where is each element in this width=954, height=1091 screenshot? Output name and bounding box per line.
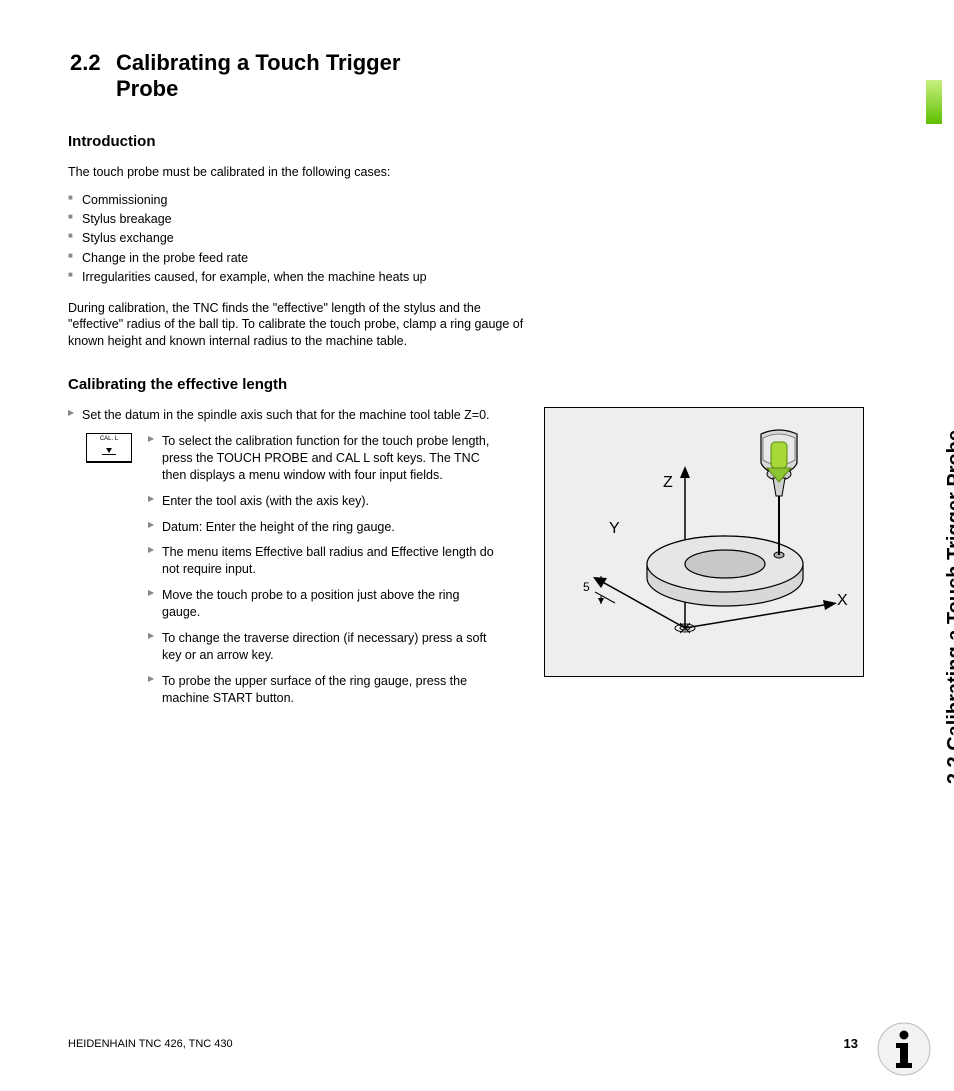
intro-bullet-list: Commissioning Stylus breakage Stylus exc… <box>68 191 864 288</box>
cal-l-softkey-icon: CAL. L <box>86 433 132 463</box>
footer-left: HEIDENHAIN TNC 426, TNC 430 <box>68 1038 233 1050</box>
lead-arrow-list: Set the datum in the spindle axis such t… <box>68 407 524 424</box>
calibration-figure: Z Y X 5 <box>544 407 864 677</box>
list-item: To change the traverse direction (if nec… <box>148 630 498 664</box>
procedure-column: Set the datum in the spindle axis such t… <box>68 407 524 715</box>
list-item: Move the touch probe to a position just … <box>148 587 498 621</box>
y-axis-label: Y <box>609 520 620 538</box>
section-number: 2.2 <box>70 50 116 76</box>
procedure-row: CAL. L To select the calibration functio… <box>68 433 524 715</box>
page-footer: HEIDENHAIN TNC 426, TNC 430 13 <box>68 1036 864 1051</box>
list-item: Commissioning <box>68 191 528 210</box>
intro-heading: Introduction <box>68 133 864 150</box>
list-item: Change in the probe feed rate <box>68 249 528 268</box>
list-item: Irregularities caused, for example, when… <box>68 268 528 287</box>
list-item: Set the datum in the spindle axis such t… <box>68 407 508 424</box>
figure-svg <box>545 408 863 676</box>
page-content: 2.2Calibrating a Touch Trigger Probe Int… <box>0 0 954 1091</box>
x-axis-label: X <box>837 592 848 610</box>
section-title-l1: Calibrating a Touch Trigger <box>116 50 400 75</box>
page-number: 13 <box>844 1036 858 1051</box>
section-title-l2: Probe <box>70 76 864 102</box>
list-item: Datum: Enter the height of the ring gaug… <box>148 519 498 536</box>
intro-paragraph: During calibration, the TNC finds the "e… <box>68 300 528 351</box>
intro-lead: The touch probe must be calibrated in th… <box>68 164 528 181</box>
info-icon <box>876 1021 932 1077</box>
z-axis-label: Z <box>663 474 673 492</box>
calibrate-length-section: Calibrating the effective length Set the… <box>68 376 864 715</box>
section-heading: 2.2Calibrating a Touch Trigger Probe <box>68 50 864 103</box>
list-item: To select the calibration function for t… <box>148 433 498 484</box>
list-item: The menu items Effective ball radius and… <box>148 544 498 578</box>
list-item: Enter the tool axis (with the axis key). <box>148 493 498 510</box>
list-item: To probe the upper surface of the ring g… <box>148 673 498 707</box>
list-item: Stylus breakage <box>68 210 528 229</box>
dim-label: 5 <box>583 580 590 594</box>
calib-heading: Calibrating the effective length <box>68 376 864 393</box>
list-item: Stylus exchange <box>68 229 528 248</box>
two-column-layout: Set the datum in the spindle axis such t… <box>68 407 864 715</box>
softkey-label: CAL. L <box>100 436 118 442</box>
steps-list: To select the calibration function for t… <box>148 433 498 715</box>
